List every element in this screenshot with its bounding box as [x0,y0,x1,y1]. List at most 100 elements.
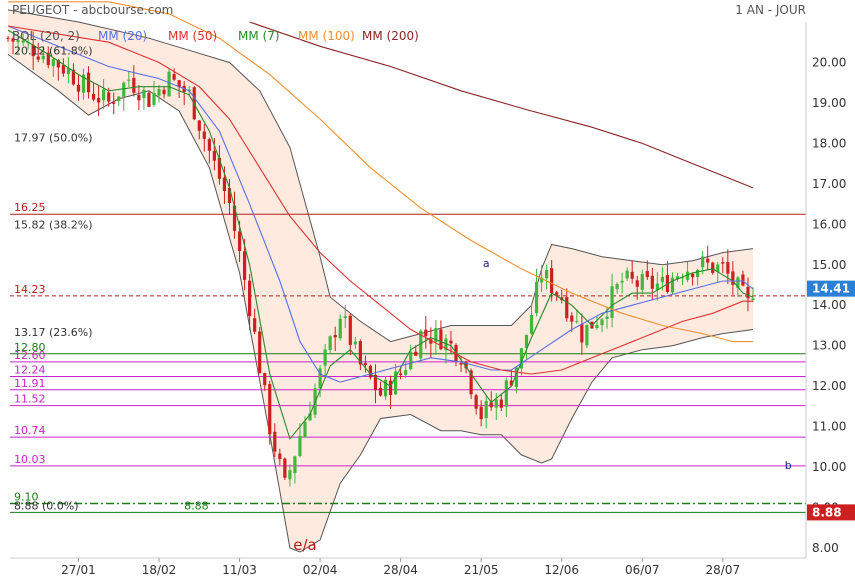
candle-body [388,380,393,396]
price-badge-0: 14.41 [807,280,855,297]
candle-body [288,470,292,480]
candle [298,423,302,458]
candle [358,339,362,371]
candle-body [137,94,141,101]
candle-body [51,59,55,67]
annotations: e/aabacb ?ad:x ?e/a ?b ?c ?c ?b ? [293,257,791,554]
level-labels: 20.12 (61.8%) 17.97 (50.0%) 16.25 15.82 (38… [14,45,209,513]
candle [670,272,675,295]
y-tick-label-9: 17.00 [812,177,846,191]
candle-body [565,297,569,319]
candle-body [394,371,398,395]
candle [76,75,81,101]
candle [650,267,654,301]
candle-body [620,280,624,283]
candle [459,355,463,373]
candle-body [645,271,649,278]
y-tick-label-2: 10.00 [812,460,846,474]
candle-body [142,89,146,99]
x-tick-label-2: 11/03 [222,563,257,577]
candle-body [615,284,619,290]
candle-body [555,292,559,295]
candle-body [625,270,629,279]
candle [615,282,619,294]
candle [36,42,40,63]
candle [31,31,35,70]
candle [16,36,20,54]
candle [585,324,589,349]
candle-body [701,256,705,268]
candle-body [268,384,272,435]
level-label-6: 12.80 [14,341,46,354]
candle [363,355,367,373]
candle-body [464,361,468,369]
candle-body [222,177,227,191]
candle [162,86,166,99]
candle-body [152,92,156,105]
candle-body [373,374,378,391]
candle-body [202,131,206,139]
candle-body [484,400,488,418]
candle [217,145,222,185]
candle [152,80,156,107]
axes: 8.009.0010.0011.0012.0013.0014.0015.0016… [10,22,846,577]
candle-body [333,334,337,338]
candle-body [690,273,695,278]
candle-body [660,276,664,283]
y-tick-label-6: 14.00 [812,298,846,312]
candle [293,455,297,484]
level-label-5: 13.17 (23.6%) [14,326,93,339]
candle [580,313,584,355]
candle-body [11,38,15,42]
candle [81,68,86,100]
candle [318,365,322,398]
candle [46,46,50,69]
candle-body [318,368,322,389]
candle [429,327,433,358]
candle [620,272,624,294]
candle [449,330,453,354]
candle [66,57,71,84]
candle-body [635,280,639,287]
candle [489,391,493,411]
candle-body [529,315,534,334]
candle-body [172,74,176,80]
candle [56,59,60,81]
candle-body [31,44,35,57]
price-badge-label: 8.88 [812,505,842,519]
candle [227,179,232,215]
candle [97,85,101,117]
series-line-mm7 [7,29,754,440]
candle [61,58,65,77]
candle-body [726,262,730,274]
candle-body [449,340,453,344]
candle-body [308,413,312,421]
y-tick-label-7: 15.00 [812,258,846,272]
candle [102,78,106,110]
candle-body [157,88,161,96]
candle-body [348,315,352,346]
candle-body [253,318,257,332]
candle [348,313,352,356]
candle-body [509,380,513,386]
series-line-mm20 [7,25,754,383]
level-label-9: 11.91 [14,377,46,390]
candle-body [283,458,287,478]
candle-body [383,379,388,397]
candle-body [343,316,347,319]
candle-body [600,319,604,326]
candle-body [71,69,76,85]
series-line-mm200 [249,21,754,189]
level-label-1: 17.97 (50.0%) [14,132,93,145]
candle-body [56,60,60,68]
candle-body [640,274,644,290]
price-badge-box [807,280,855,297]
candle [690,272,695,286]
level-label-8: 12.24 [14,363,46,376]
candle-body [107,92,111,102]
candle-body [570,315,574,322]
candle-body [117,96,121,101]
candle-body [162,89,166,95]
series-line-mm100 [8,1,753,343]
candle-body [675,276,680,280]
